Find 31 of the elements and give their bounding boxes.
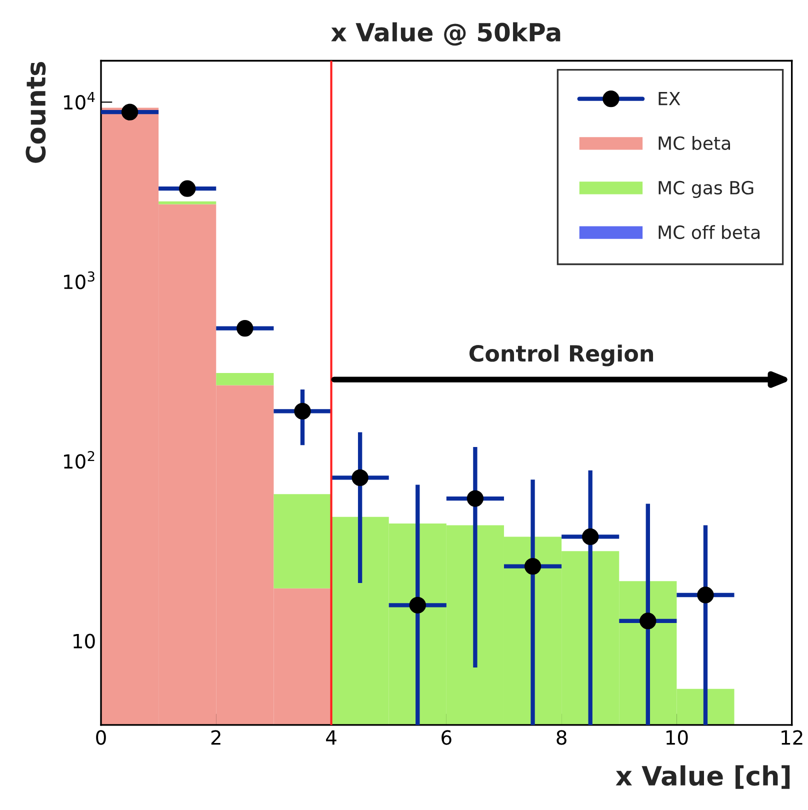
point <box>524 558 542 575</box>
x-axis-title: x Value [ch] <box>616 765 790 789</box>
y-tick-label: 10$^{3}$ <box>64 271 94 290</box>
x-tick-label: 8 <box>556 730 566 745</box>
y-tick-label: 10 <box>74 634 95 648</box>
x-tick-label: 12 <box>782 730 802 745</box>
point <box>466 490 484 507</box>
legend-label: MC gas BG <box>658 180 754 198</box>
legend-label: MC beta <box>658 136 730 150</box>
y-axis-title: Counts <box>26 62 46 163</box>
point <box>294 402 311 420</box>
point <box>640 612 656 630</box>
point <box>179 180 196 197</box>
legend-label: MC off beta <box>658 225 760 240</box>
point <box>697 586 714 604</box>
x-tick-label: 2 <box>211 730 220 745</box>
x-tick-label: 0 <box>96 730 106 745</box>
bar <box>216 373 274 386</box>
point <box>352 469 368 486</box>
y-tick-label: 10$^{2}$ <box>64 450 94 469</box>
point <box>409 596 426 614</box>
annotation: Control Region <box>469 344 654 366</box>
legend-label: EX <box>658 92 680 106</box>
point <box>582 528 599 546</box>
point <box>121 104 138 120</box>
chart-title: x Value @ 50kPa <box>331 22 560 46</box>
point <box>236 320 254 337</box>
y-tick-label: 10$^{4}$ <box>64 92 95 110</box>
x-tick-label: 6 <box>442 730 452 745</box>
x-tick-label: 10 <box>666 730 688 745</box>
x-tick-label: 4 <box>326 730 336 745</box>
